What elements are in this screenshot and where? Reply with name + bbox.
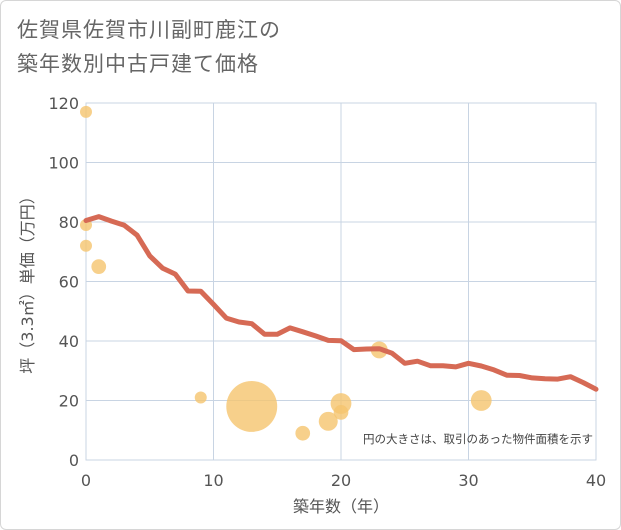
y-tick-label: 0 (69, 451, 79, 470)
y-tick-label: 60 (59, 273, 79, 292)
bubbles (80, 105, 492, 441)
x-tick-label: 0 (81, 471, 91, 490)
chart-title: 佐賀県佐賀市川副町鹿江の 築年数別中古戸建て価格 (17, 13, 437, 81)
bubble (80, 105, 92, 118)
x-tick-label: 10 (203, 471, 223, 490)
x-tick-label: 40 (586, 471, 606, 490)
bubble (91, 259, 107, 274)
bubble (80, 239, 92, 252)
y-tick-label: 80 (59, 213, 79, 232)
bubble (194, 391, 207, 404)
y-tick-label: 20 (59, 392, 79, 411)
title-line-1: 佐賀県佐賀市川副町鹿江の (17, 18, 281, 42)
x-tick-labels: 0 10 20 30 40 (81, 471, 606, 490)
y-tick-label: 40 (59, 332, 79, 351)
bubble (470, 390, 492, 411)
bubble (333, 405, 349, 420)
trend-line (83, 214, 599, 392)
x-tick-label: 20 (331, 471, 351, 490)
x-tick-label: 30 (458, 471, 478, 490)
y-tick-label: 120 (48, 94, 79, 113)
title-line-2: 築年数別中古戸建て価格 (17, 52, 259, 76)
bubble (295, 425, 311, 441)
size-note: 円の大きさは、取引のあった物件面積を示す (363, 432, 593, 446)
y-tick-labels: 0 20 40 60 80 100 120 (48, 94, 79, 470)
y-tick-label: 100 (48, 154, 79, 173)
bubble (318, 411, 338, 431)
x-axis-label: 築年数（年） (293, 497, 389, 516)
trend-line-group (83, 214, 599, 392)
bubble (226, 380, 278, 432)
y-axis-label: 坪（3.3㎡）単価（万円） (18, 188, 37, 373)
